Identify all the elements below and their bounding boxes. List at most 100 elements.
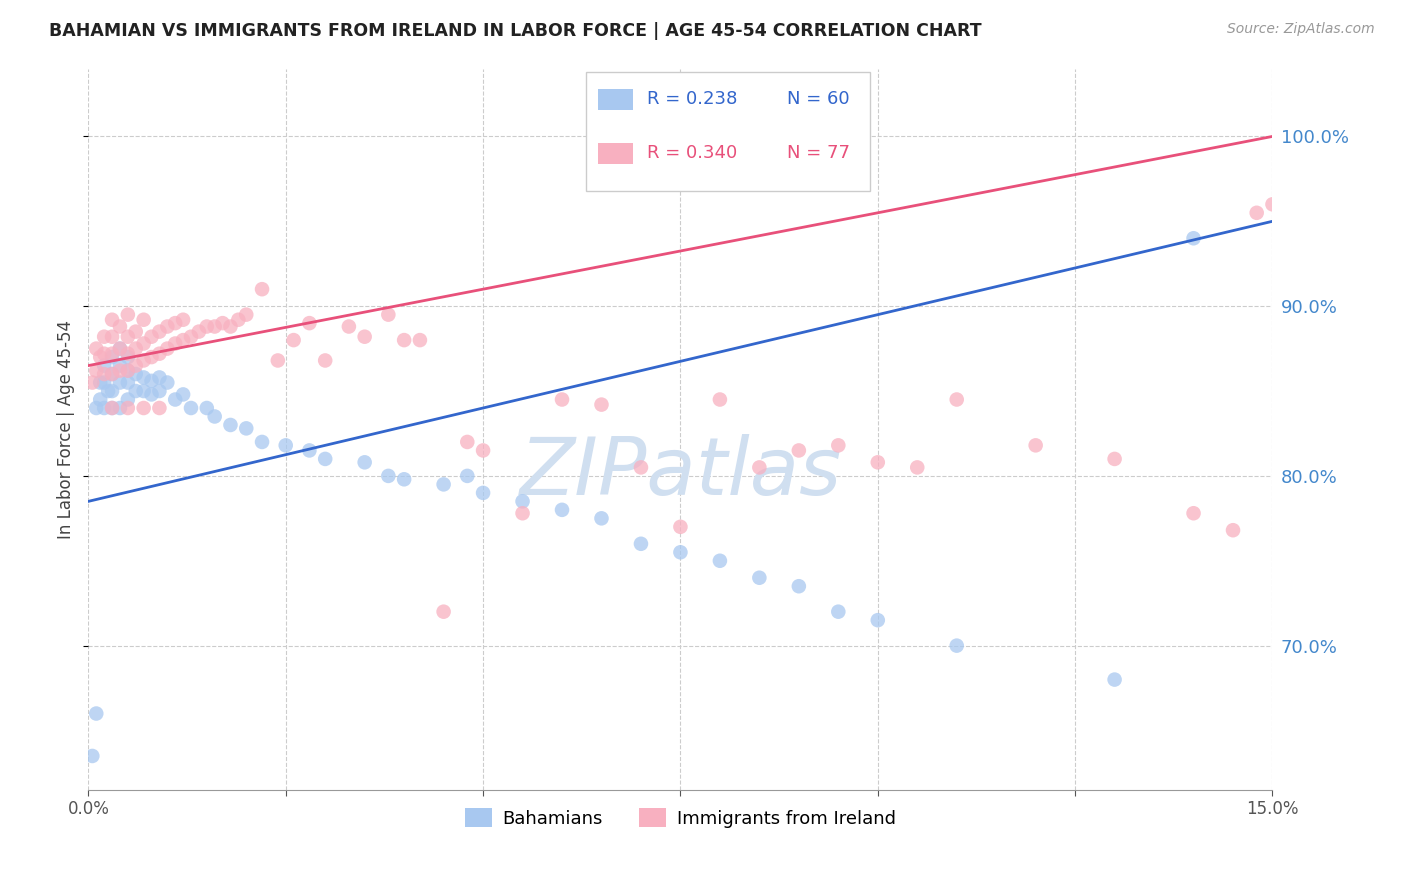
Point bbox=[195, 401, 218, 415]
Point bbox=[392, 472, 415, 486]
Point bbox=[141, 374, 163, 388]
Point bbox=[187, 325, 209, 339]
Point bbox=[117, 392, 139, 407]
Point bbox=[93, 359, 115, 373]
Point bbox=[433, 605, 456, 619]
Point bbox=[117, 347, 139, 361]
Point bbox=[905, 460, 928, 475]
Point bbox=[283, 333, 305, 347]
Point bbox=[97, 384, 120, 398]
Point bbox=[117, 376, 139, 390]
FancyBboxPatch shape bbox=[598, 88, 633, 111]
Point bbox=[512, 494, 534, 508]
Point bbox=[101, 347, 124, 361]
Point bbox=[108, 401, 131, 415]
Point bbox=[456, 469, 478, 483]
Point bbox=[314, 353, 336, 368]
Point bbox=[392, 333, 415, 347]
Point bbox=[180, 401, 202, 415]
Point bbox=[132, 353, 155, 368]
Point bbox=[84, 364, 107, 378]
Point bbox=[172, 333, 194, 347]
Point bbox=[148, 384, 170, 398]
Point bbox=[204, 319, 226, 334]
Point bbox=[1182, 506, 1205, 520]
Point bbox=[219, 319, 242, 334]
Point bbox=[148, 347, 170, 361]
Point bbox=[945, 639, 967, 653]
Point bbox=[472, 443, 495, 458]
Point bbox=[132, 370, 155, 384]
Point bbox=[235, 421, 257, 435]
Point bbox=[148, 325, 170, 339]
Point bbox=[156, 342, 179, 356]
Point bbox=[172, 312, 194, 326]
Point bbox=[235, 308, 257, 322]
Point bbox=[132, 401, 155, 415]
Point bbox=[219, 417, 242, 432]
Point bbox=[827, 438, 849, 452]
Point bbox=[117, 329, 139, 343]
Legend: Bahamians, Immigrants from Ireland: Bahamians, Immigrants from Ireland bbox=[457, 801, 903, 835]
Text: ZIPatlas: ZIPatlas bbox=[519, 434, 842, 511]
Point bbox=[93, 367, 115, 381]
Point bbox=[709, 392, 731, 407]
Point bbox=[148, 401, 170, 415]
Point bbox=[1222, 523, 1244, 537]
Point bbox=[101, 312, 124, 326]
Point bbox=[82, 376, 104, 390]
Point bbox=[1182, 231, 1205, 245]
Point bbox=[82, 748, 104, 763]
Point bbox=[101, 401, 124, 415]
Point bbox=[125, 384, 148, 398]
Point bbox=[1261, 197, 1284, 211]
Point bbox=[1104, 673, 1126, 687]
Point bbox=[108, 319, 131, 334]
Point bbox=[125, 367, 148, 381]
Point bbox=[108, 342, 131, 356]
Point bbox=[93, 347, 115, 361]
Point bbox=[148, 370, 170, 384]
Point bbox=[456, 434, 478, 449]
Text: BAHAMIAN VS IMMIGRANTS FROM IRELAND IN LABOR FORCE | AGE 45-54 CORRELATION CHART: BAHAMIAN VS IMMIGRANTS FROM IRELAND IN L… bbox=[49, 22, 981, 40]
Point bbox=[180, 329, 202, 343]
Point bbox=[108, 376, 131, 390]
Point bbox=[101, 367, 124, 381]
Point bbox=[314, 451, 336, 466]
Point bbox=[250, 434, 273, 449]
Point bbox=[353, 329, 375, 343]
Point bbox=[274, 438, 297, 452]
Point bbox=[165, 336, 187, 351]
Point bbox=[101, 384, 124, 398]
Point bbox=[132, 384, 155, 398]
Point bbox=[787, 579, 810, 593]
Point bbox=[93, 376, 115, 390]
Point bbox=[1246, 206, 1268, 220]
Point bbox=[101, 329, 124, 343]
Point bbox=[165, 316, 187, 330]
FancyBboxPatch shape bbox=[598, 143, 633, 164]
Point bbox=[433, 477, 456, 491]
Point bbox=[108, 342, 131, 356]
Point bbox=[117, 364, 139, 378]
Point bbox=[377, 469, 399, 483]
Point bbox=[787, 443, 810, 458]
Point bbox=[630, 460, 652, 475]
Point bbox=[108, 359, 131, 373]
Point bbox=[669, 520, 692, 534]
Text: R = 0.238: R = 0.238 bbox=[647, 90, 738, 108]
Point bbox=[117, 364, 139, 378]
Point bbox=[337, 319, 360, 334]
Point bbox=[125, 342, 148, 356]
Point bbox=[125, 359, 148, 373]
Point bbox=[172, 387, 194, 401]
Point bbox=[298, 316, 321, 330]
Point bbox=[156, 319, 179, 334]
Point bbox=[125, 325, 148, 339]
Point bbox=[748, 460, 770, 475]
Point bbox=[101, 350, 124, 364]
Text: N = 77: N = 77 bbox=[787, 144, 851, 162]
Point bbox=[409, 333, 432, 347]
Point bbox=[551, 392, 574, 407]
Point bbox=[866, 613, 889, 627]
